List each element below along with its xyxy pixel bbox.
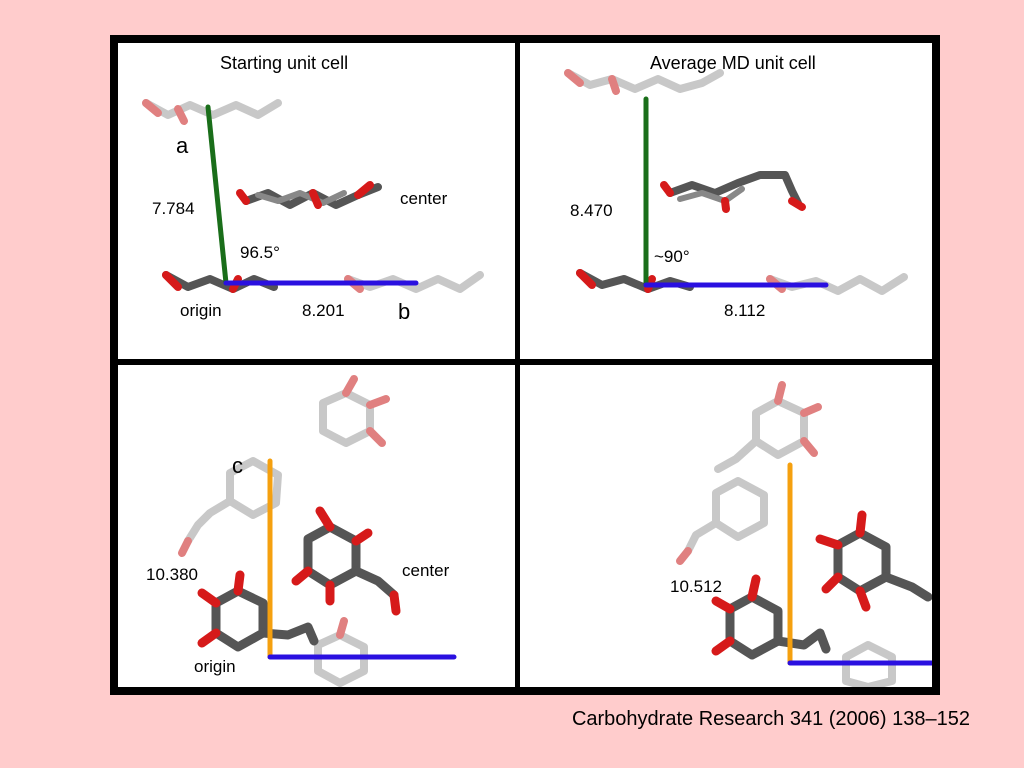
origin-label: origin	[194, 657, 236, 676]
oxygen-atom	[162, 271, 182, 291]
bond-origin	[773, 628, 831, 654]
axis-a-line	[205, 104, 229, 286]
oxygen-atom	[178, 537, 192, 557]
ring-origin	[725, 592, 783, 660]
oxygen-atom	[747, 574, 761, 602]
oxygen-atom	[608, 75, 620, 95]
panel-average-md-unit-cell: Average MD unit cell 8.470 ~90° 8.112	[520, 43, 932, 359]
angle-label: 96.5°	[240, 243, 280, 262]
panel-title: Starting unit cell	[220, 53, 349, 73]
bond-center	[351, 566, 399, 600]
center-label: center	[400, 189, 448, 208]
length-b-label: 8.201	[302, 301, 345, 320]
oxygen-atom	[366, 395, 390, 409]
molecule-chain-center	[666, 171, 802, 207]
panel-starting-unit-cell: Starting unit cell a 7.784 center 96.5° …	[118, 43, 515, 359]
molecule-drawing-average-md-end	[676, 381, 932, 687]
oxygen-atom	[342, 375, 358, 397]
length-c-label: 10.512	[670, 577, 722, 596]
bond-background	[184, 497, 234, 545]
bond-center	[881, 572, 932, 602]
oxygen-atom	[233, 570, 245, 596]
oxygen-atom	[711, 596, 735, 614]
oxygen-atom	[788, 197, 806, 211]
oxygen-atom	[855, 586, 871, 612]
molecule-chain-origin	[576, 269, 694, 293]
angle-label: ~90°	[654, 247, 690, 266]
oxygen-atom	[855, 510, 867, 538]
oxygen-atom	[711, 636, 735, 656]
molecule-chain-top	[564, 69, 724, 93]
bond-background	[714, 437, 760, 473]
oxygen-atom	[174, 105, 188, 125]
molecule-chain-origin	[162, 271, 278, 293]
molecule-drawing-average-md	[564, 69, 908, 295]
molecule-chain-right	[344, 271, 484, 293]
oxygen-atom	[389, 590, 401, 616]
oxygen-atom	[564, 69, 584, 87]
molecule-drawing-starting-end	[178, 375, 457, 687]
oxygen-atom	[291, 566, 313, 586]
oxygen-atom	[721, 197, 730, 213]
axis-c-label: c	[232, 453, 243, 478]
oxygen-atom	[142, 99, 162, 117]
oxygen-atom	[336, 617, 348, 639]
ring-background	[319, 389, 374, 447]
oxygen-atom	[354, 181, 374, 199]
molecule-chain-center-shadow	[255, 190, 347, 206]
molecule-chain-center-shadow	[677, 186, 745, 204]
oxygen-atom	[821, 572, 843, 594]
oxygen-atom	[351, 528, 373, 546]
oxygen-atom	[774, 381, 786, 405]
oxygen-atom	[800, 403, 822, 417]
ring-origin	[211, 586, 268, 652]
origin-label: origin	[180, 301, 222, 320]
oxygen-atom	[197, 588, 221, 608]
length-b-label: 8.112	[724, 301, 766, 320]
oxygen-atom	[236, 189, 250, 205]
oxygen-atom	[315, 506, 335, 532]
oxygen-atom	[576, 269, 596, 289]
unit-cell-figure: Starting unit cell a 7.784 center 96.5° …	[110, 35, 940, 695]
panel-title: Average MD unit cell	[650, 53, 816, 73]
ring-background	[712, 477, 768, 541]
panel-average-md-end-view: 10.512	[520, 365, 932, 687]
length-a-label: 7.784	[152, 199, 195, 218]
oxygen-atom	[197, 628, 221, 648]
axis-a-label: a	[176, 133, 189, 158]
ring-center	[303, 522, 361, 590]
oxygen-atom	[309, 189, 322, 209]
ring-background	[752, 397, 808, 459]
citation-text: Carbohydrate Research 341 (2006) 138–152	[571, 708, 970, 730]
length-a-label: 8.470	[570, 201, 613, 220]
oxygen-atom	[815, 534, 843, 550]
panel-starting-end-view: c 10.380 center origin	[118, 365, 515, 687]
ring-center	[833, 528, 891, 596]
molecule-drawing-starting	[142, 99, 484, 293]
oxygen-atom	[800, 437, 818, 457]
bond-origin	[258, 622, 319, 646]
oxygen-atom	[366, 427, 386, 447]
center-label: center	[402, 561, 450, 580]
molecule-chain-top	[142, 99, 282, 119]
bond-background	[684, 519, 720, 555]
oxygen-atom	[676, 547, 692, 565]
axis-b-label: b	[398, 299, 411, 324]
ring-background	[842, 641, 896, 687]
length-c-label: 10.380	[146, 565, 198, 584]
oxygen-atom	[660, 181, 674, 197]
